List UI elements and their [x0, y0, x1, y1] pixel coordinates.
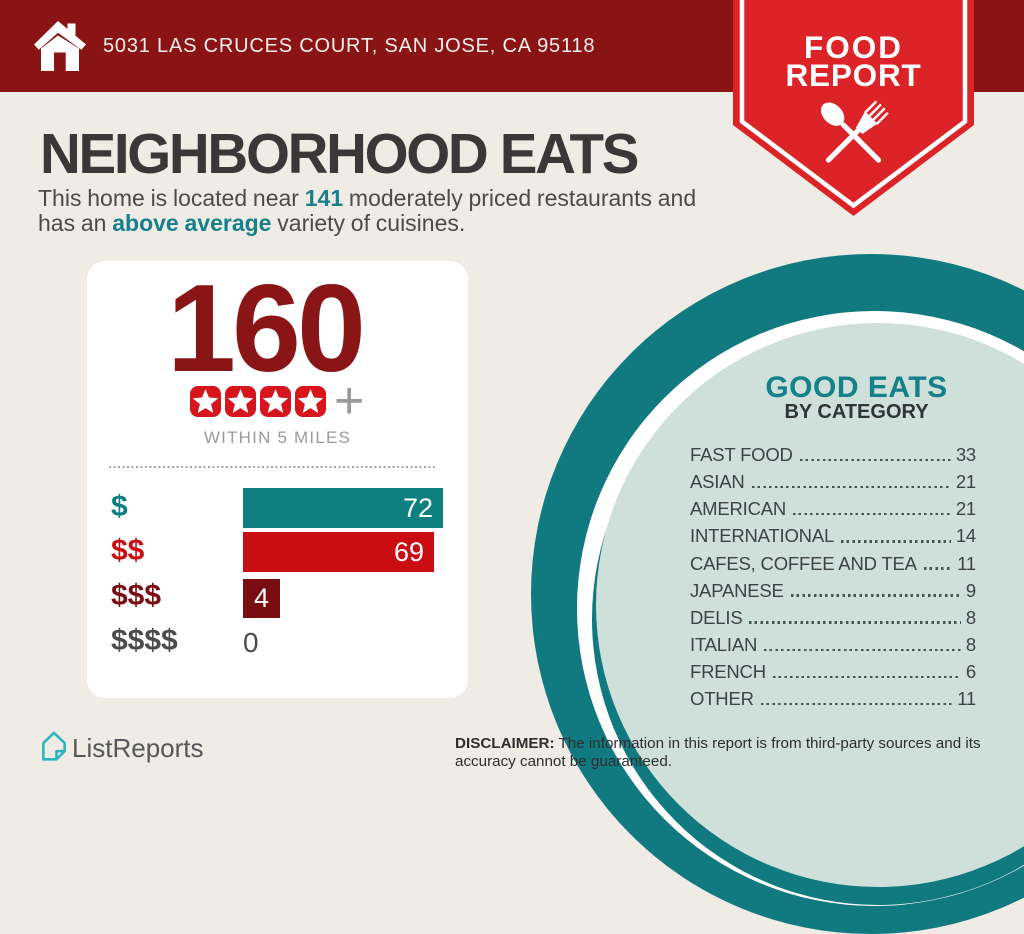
svg-text:FOOD: FOOD — [804, 29, 903, 65]
svg-text:REPORT: REPORT — [785, 57, 921, 93]
